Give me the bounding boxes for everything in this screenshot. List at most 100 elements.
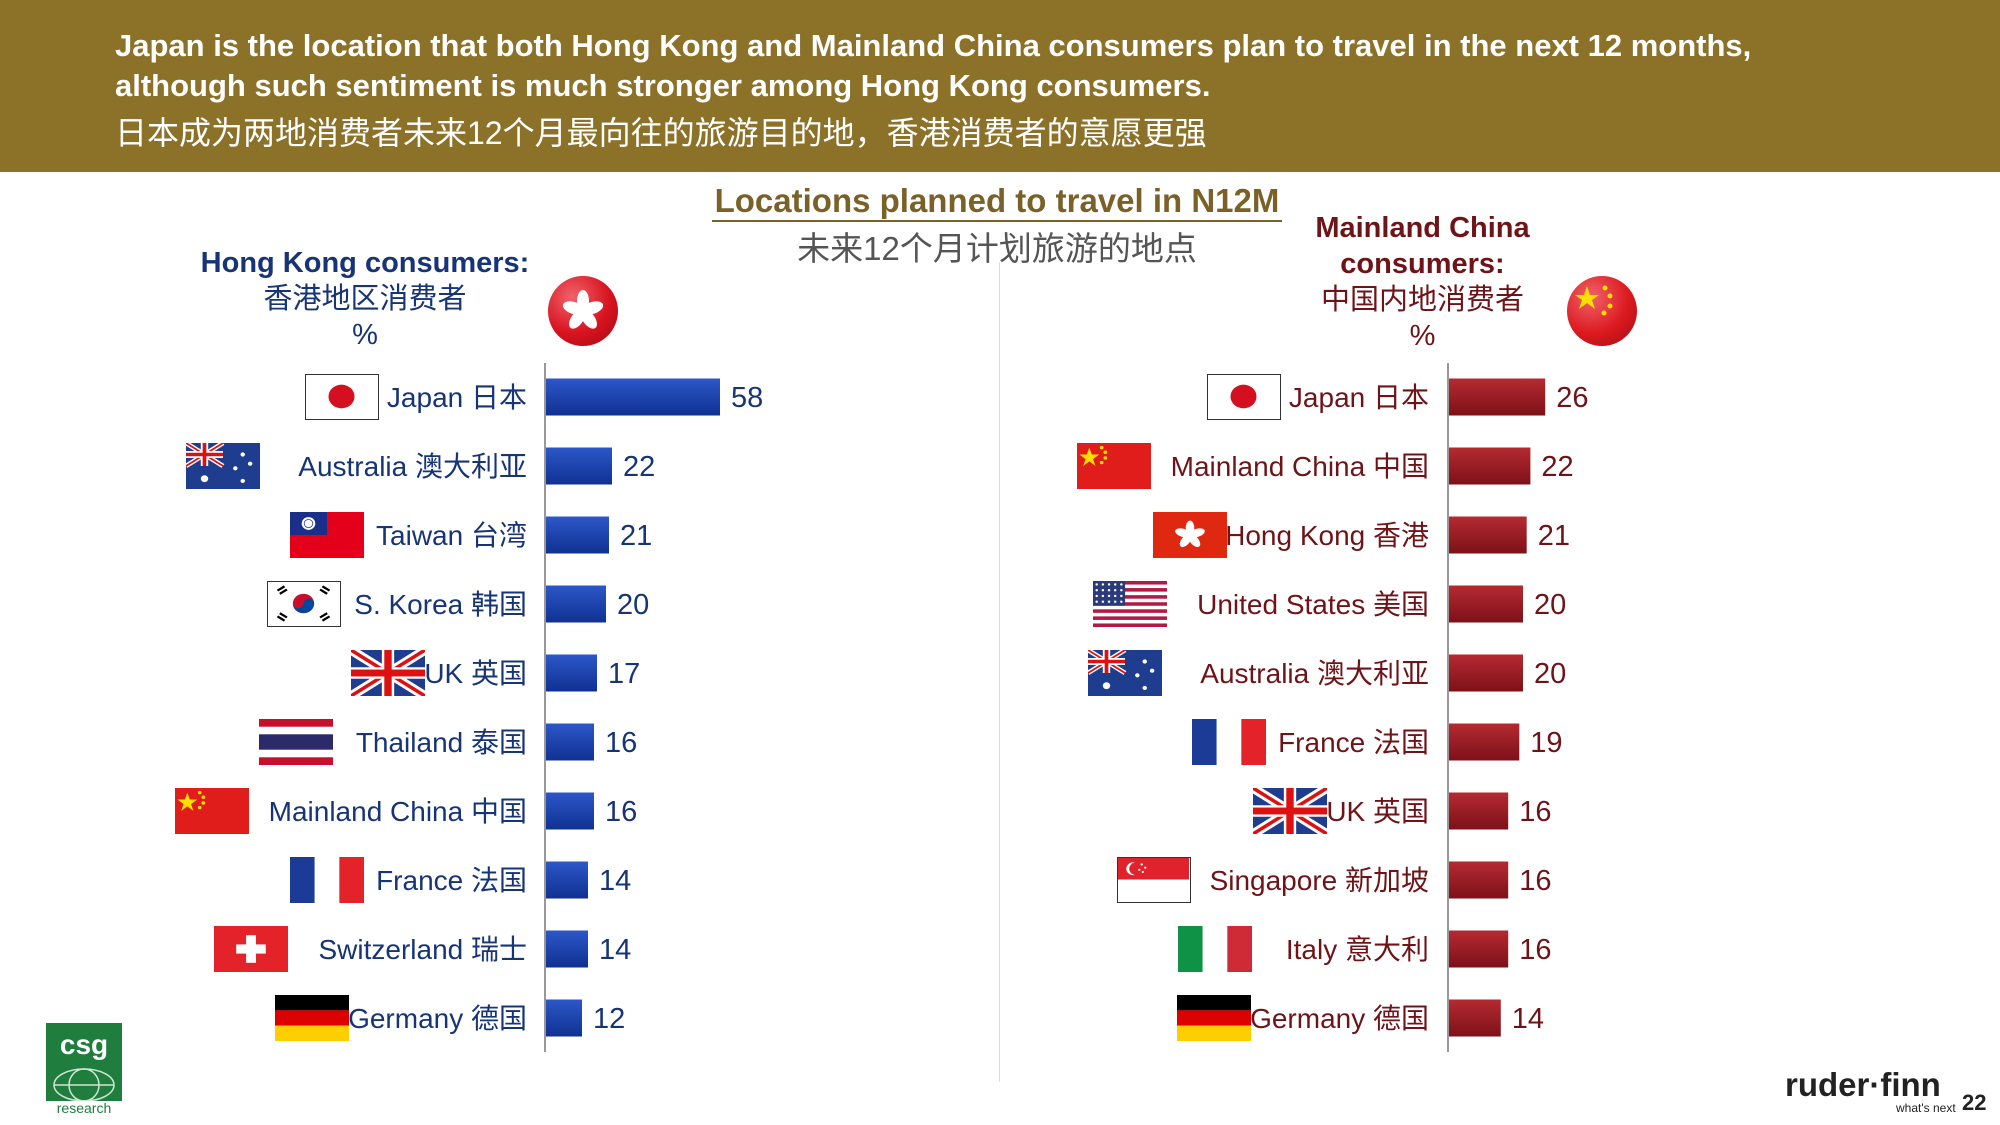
cn-category-label: Italy 意大利 [1286,934,1429,965]
cn-value-label: 19 [1530,727,1562,759]
cn-category-label: Australia 澳大利亚 [1200,658,1429,689]
csg-sub-label: research [56,1100,112,1116]
china-emblem-icon [1567,276,1637,346]
hk-bar [546,585,606,623]
uk-flag-icon [350,650,425,696]
australia-flag-icon [1088,650,1163,696]
panel-divider [999,262,1000,1082]
hk-value-label: 17 [608,658,640,690]
hong-kong-emblem-icon [548,276,618,346]
cn-value-label: 16 [1519,934,1551,966]
cn-category-label: UK 英国 [1326,796,1429,827]
ruder-finn-tagline: what's next [1896,1101,1956,1115]
cn-value-label: 16 [1519,796,1551,828]
hk-category-label: Thailand 泰国 [356,727,527,758]
hk-value-label: 21 [620,520,652,552]
hk-bar [546,516,609,554]
cn-value-label: 26 [1556,382,1588,414]
cn-value-label: 21 [1538,520,1570,552]
australia-flag-icon [186,443,261,489]
hk-bar [546,723,594,761]
headline-zh: 日本成为两地消费者未来12个月最向往的旅游目的地，香港消费者的意愿更强 [115,115,1207,151]
hk-category-label: Germany 德国 [348,1003,527,1034]
hk-value-label: 14 [599,934,631,966]
cn-value-label: 20 [1534,658,1566,690]
hongkong-flag-icon [1153,512,1228,558]
switzerland-flag-icon [213,926,288,972]
cn-title-zh: 中国内地消费者 [1320,284,1524,316]
germany-flag-icon [274,995,349,1041]
ruder-finn-logo: ruder·finn [1785,1066,1941,1103]
hk-value-label: 58 [731,382,763,414]
hk-value-label: 16 [605,727,637,759]
hk-bar [546,792,594,830]
hk-title-zh: 香港地区消费者 [263,283,467,315]
hk-category-label: S. Korea 韩国 [354,589,527,620]
cn-value-label: 22 [1541,451,1573,483]
cn-bar [1449,516,1527,554]
china-flag-icon [1077,443,1152,489]
thailand-flag-icon [259,719,334,765]
cn-value-label: 20 [1534,589,1566,621]
hk-panel-heading: Hong Kong consumers: 香港地区消费者 % [190,245,540,353]
title-underline [712,220,1282,222]
hk-category-label: UK 英国 [424,658,527,689]
hk-value-label: 22 [623,451,655,483]
china-flag-icon [175,788,250,834]
hk-title-en: Hong Kong consumers: [200,247,530,279]
hk-bar [546,930,588,968]
cn-bar [1449,792,1509,830]
hk-bar [546,999,582,1037]
usa-flag-icon [1092,581,1167,627]
hk-value-label: 14 [599,865,631,897]
headline-en-2: although such sentiment is much stronger… [115,68,1211,103]
hk-value-label: 12 [593,1003,625,1035]
cn-bar [1449,930,1509,968]
cn-category-label: United States 美国 [1197,589,1429,620]
cn-bar [1449,723,1520,761]
cn-category-label: Germany 德国 [1250,1003,1429,1034]
france-flag-icon [1191,719,1266,765]
csg-logo: csg [46,1023,122,1101]
japan-flag-icon [1207,374,1281,420]
hk-category-label: Mainland China 中国 [269,796,527,827]
cn-panel-heading: Mainland China consumers: 中国内地消费者 % [1285,210,1560,354]
france-flag-icon [289,857,364,903]
hk-value-label: 16 [605,796,637,828]
hk-bar [546,654,597,692]
hk-category-label: Japan 日本 [387,382,527,413]
hk-category-label: Switzerland 瑞士 [318,934,527,965]
cn-bar [1449,585,1523,623]
germany-flag-icon [1176,995,1251,1041]
page-number: 22 [1962,1090,1987,1115]
cn-unit: % [1409,320,1436,352]
italy-flag-icon [1178,926,1252,972]
japan-flag-icon [305,374,379,420]
headline-en-1: Japan is the location that both Hong Kon… [115,28,1752,63]
singapore-flag-icon [1117,857,1192,903]
hk-value-label: 20 [617,589,649,621]
header-banner: Japan is the location that both Hong Kon… [0,0,2000,172]
cn-value-label: 14 [1512,1003,1544,1035]
cn-bar [1449,447,1531,485]
cn-title-en-2: consumers: [1340,248,1505,280]
chart-title-en: Locations planned to travel in N12M [714,182,1280,219]
cn-category-label: Singapore 新加坡 [1210,865,1429,896]
cn-value-label: 16 [1519,865,1551,897]
hk-unit: % [352,319,378,351]
cn-bar [1449,654,1523,692]
hk-category-label: Taiwan 台湾 [376,520,527,551]
cn-category-label: Hong Kong 香港 [1225,520,1429,551]
hk-category-label: Australia 澳大利亚 [298,451,527,482]
cn-category-label: France 法国 [1278,727,1429,758]
cn-category-label: Mainland China 中国 [1171,451,1429,482]
cn-bar [1449,378,1546,416]
chart-title-zh: 未来12个月计划旅游的地点 [797,230,1197,267]
cn-bar [1449,861,1509,899]
hk-bar-chart: 58 Japan 日本 22 Australia 澳大利亚 21 Taiwan 台湾 20 S… [269,363,763,1052]
taiwan-flag-icon [289,512,364,558]
korea-flag-icon [266,581,341,627]
cn-bar [1449,999,1501,1037]
uk-flag-icon [1252,788,1327,834]
